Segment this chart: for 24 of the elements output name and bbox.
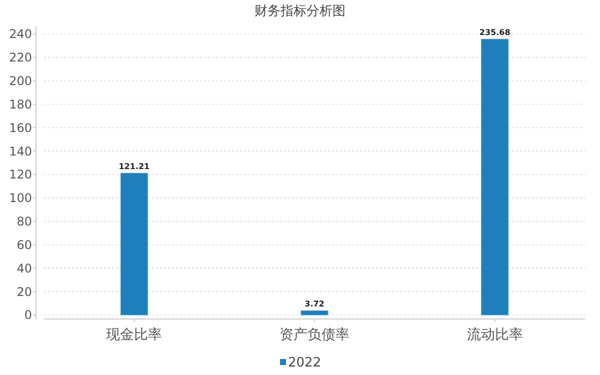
x-tick-label: 现金比率 <box>106 327 162 343</box>
y-tick-label: 180 <box>9 97 32 112</box>
y-tick-label: 160 <box>9 120 32 135</box>
x-tick-label: 流动比率 <box>466 327 523 343</box>
data-label: 235.68 <box>479 28 511 38</box>
chart-title: 财务指标分析图 <box>254 4 346 19</box>
data-label: 3.72 <box>304 300 324 309</box>
bar <box>300 310 328 316</box>
y-tick-label: 100 <box>9 191 32 206</box>
y-tick-label: 120 <box>9 168 32 182</box>
x-tick-label: 资产负债率 <box>280 327 350 343</box>
y-tick-label: 60 <box>16 238 32 252</box>
y-tick-label: 20 <box>16 284 32 299</box>
y-tick-label: 80 <box>16 214 32 229</box>
y-tick-label: 240 <box>9 27 32 42</box>
y-tick-label: 220 <box>9 50 32 65</box>
y-tick-label: 40 <box>16 261 32 276</box>
data-label: 121.21 <box>118 162 150 172</box>
bar <box>481 38 509 316</box>
y-tick-label: 0 <box>24 308 32 322</box>
y-tick-label: 200 <box>9 74 32 88</box>
y-tick-label: 140 <box>9 144 32 158</box>
bar <box>120 172 148 316</box>
legend-label: 2022 <box>288 356 322 371</box>
